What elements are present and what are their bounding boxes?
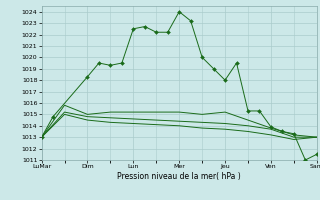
X-axis label: Pression niveau de la mer( hPa ): Pression niveau de la mer( hPa ) — [117, 172, 241, 181]
